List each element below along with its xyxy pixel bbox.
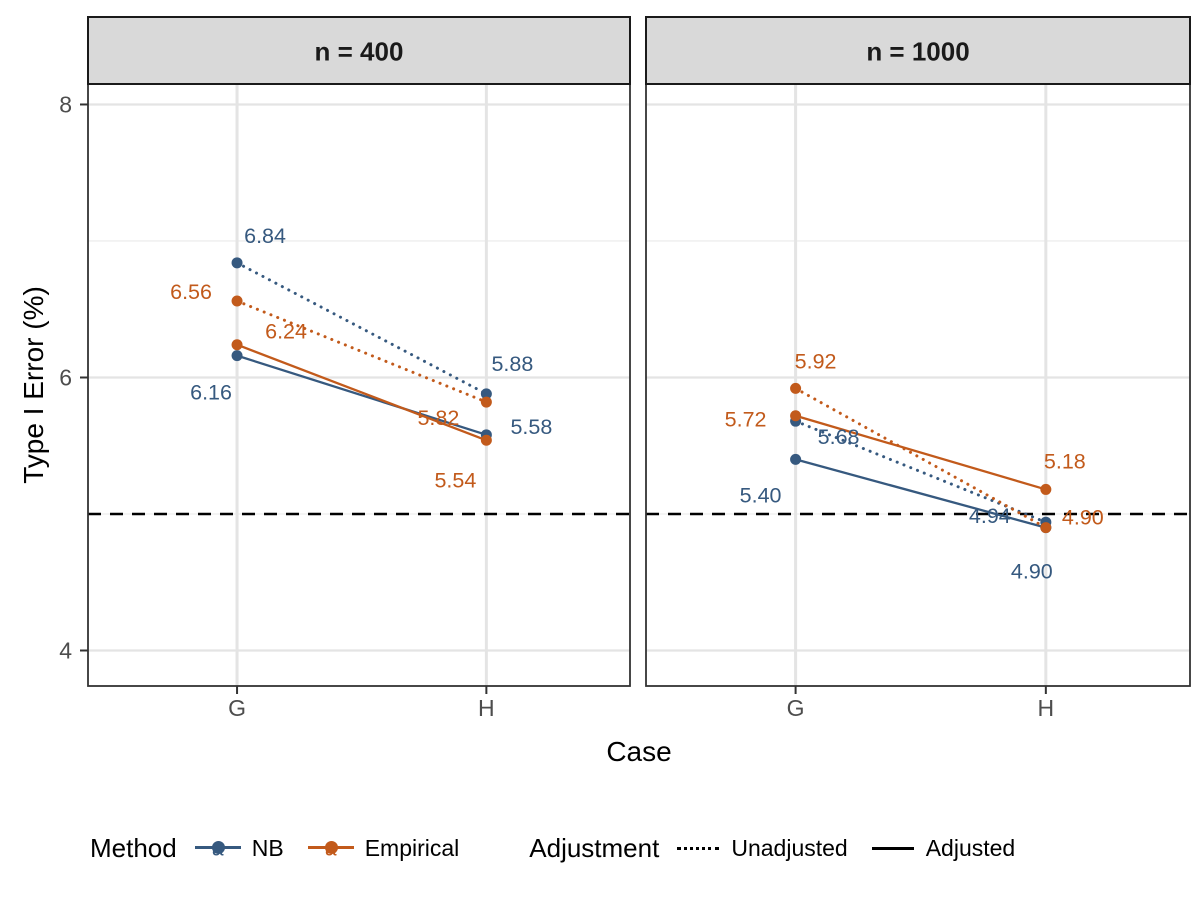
legend-label: NB (251, 834, 284, 861)
data-point (1040, 522, 1052, 534)
series-line (795, 414, 1047, 491)
legend-label: Unadjusted (731, 834, 848, 861)
legend-adjustment-title: Adjustment (529, 832, 660, 863)
facet-strip (87, 16, 631, 85)
data-label: 5.18 (1044, 449, 1086, 473)
y-tick-label: 4 (59, 638, 72, 664)
series-line (236, 354, 487, 436)
y-axis-title: Type I Error (%) (18, 286, 49, 484)
data-point (480, 434, 492, 446)
legend-adjustment-items: Unadjusted Adjusted (677, 835, 1039, 862)
legend-label: Empirical (364, 834, 460, 861)
data-label: 4.90 (1011, 560, 1053, 584)
data-label: 6.24 (265, 320, 307, 344)
legend: Method a NB a Empirical Adjustment Unadjust… (90, 822, 1200, 874)
data-point (790, 453, 802, 465)
legend-item-empirical: a Empirical (307, 831, 460, 865)
series-line (235, 261, 488, 396)
data-label: 5.68 (818, 425, 860, 449)
data-label: 5.40 (740, 483, 782, 507)
x-tick-label: G (228, 695, 246, 721)
legend-adjustment-group: Adjustment Unadjusted Adjusted (529, 833, 1039, 864)
y-tick-label: 6 (59, 364, 72, 390)
data-point (231, 295, 243, 307)
facet-strip (645, 16, 1191, 85)
y-tick-label: 8 (59, 91, 72, 117)
panel-background (88, 84, 630, 686)
data-point (1040, 483, 1052, 495)
series-line (795, 458, 1047, 529)
data-label: 5.54 (434, 468, 476, 492)
legend-key-point-icon: a (307, 831, 354, 865)
x-tick-label: H (1038, 695, 1055, 721)
data-point (231, 339, 243, 351)
legend-key-dot (324, 841, 338, 854)
legend-key-solid-line-icon (871, 846, 914, 850)
panel-background (646, 84, 1190, 686)
data-label: 5.88 (491, 352, 533, 376)
data-label: 5.58 (510, 415, 552, 439)
x-tick-label: G (787, 695, 805, 721)
legend-key-letter: a (324, 837, 337, 861)
data-label: 4.94 (969, 504, 1011, 528)
faceted-line-chart: 4 6 8 G H 6.84 5.88 6.16 5.58 6.56 5.82 6.24 5.54 n =… (59, 16, 1191, 721)
data-point (231, 257, 243, 269)
legend-key-point-icon: a (194, 831, 241, 865)
x-axis-title: Case (606, 736, 672, 767)
legend-label: Adjusted (925, 834, 1016, 861)
legend-item-unadjusted: Unadjusted (677, 834, 848, 862)
legend-key-dot (211, 841, 225, 854)
series-line (236, 343, 487, 442)
series-line (235, 299, 488, 404)
legend-item-nb: a NB (194, 831, 284, 865)
series-line (794, 419, 1048, 524)
x-tick-label: H (478, 695, 495, 721)
legend-key-dotted-line-icon (677, 846, 720, 850)
data-label: 6.16 (190, 381, 232, 405)
data-label: 5.82 (417, 406, 459, 430)
data-label: 5.92 (795, 349, 837, 373)
legend-item-adjusted: Adjusted (871, 834, 1016, 862)
legend-method-title: Method (90, 832, 177, 863)
legend-key-letter: a (211, 837, 224, 861)
data-point (790, 382, 802, 394)
data-point (790, 410, 802, 422)
data-point (231, 350, 243, 362)
legend-method-items: a NB a Empirical (194, 831, 484, 865)
facet-strip-label: n = 400 (315, 37, 404, 67)
data-point (480, 388, 492, 400)
data-label: 6.56 (170, 280, 212, 304)
data-point (480, 396, 492, 408)
facet-strip-label: n = 1000 (866, 37, 969, 67)
data-label: 5.72 (725, 408, 767, 432)
data-label: 6.84 (244, 224, 286, 248)
legend-method-group: Method a NB a Empirical (90, 831, 483, 865)
data-label: 4.90 (1062, 506, 1104, 530)
